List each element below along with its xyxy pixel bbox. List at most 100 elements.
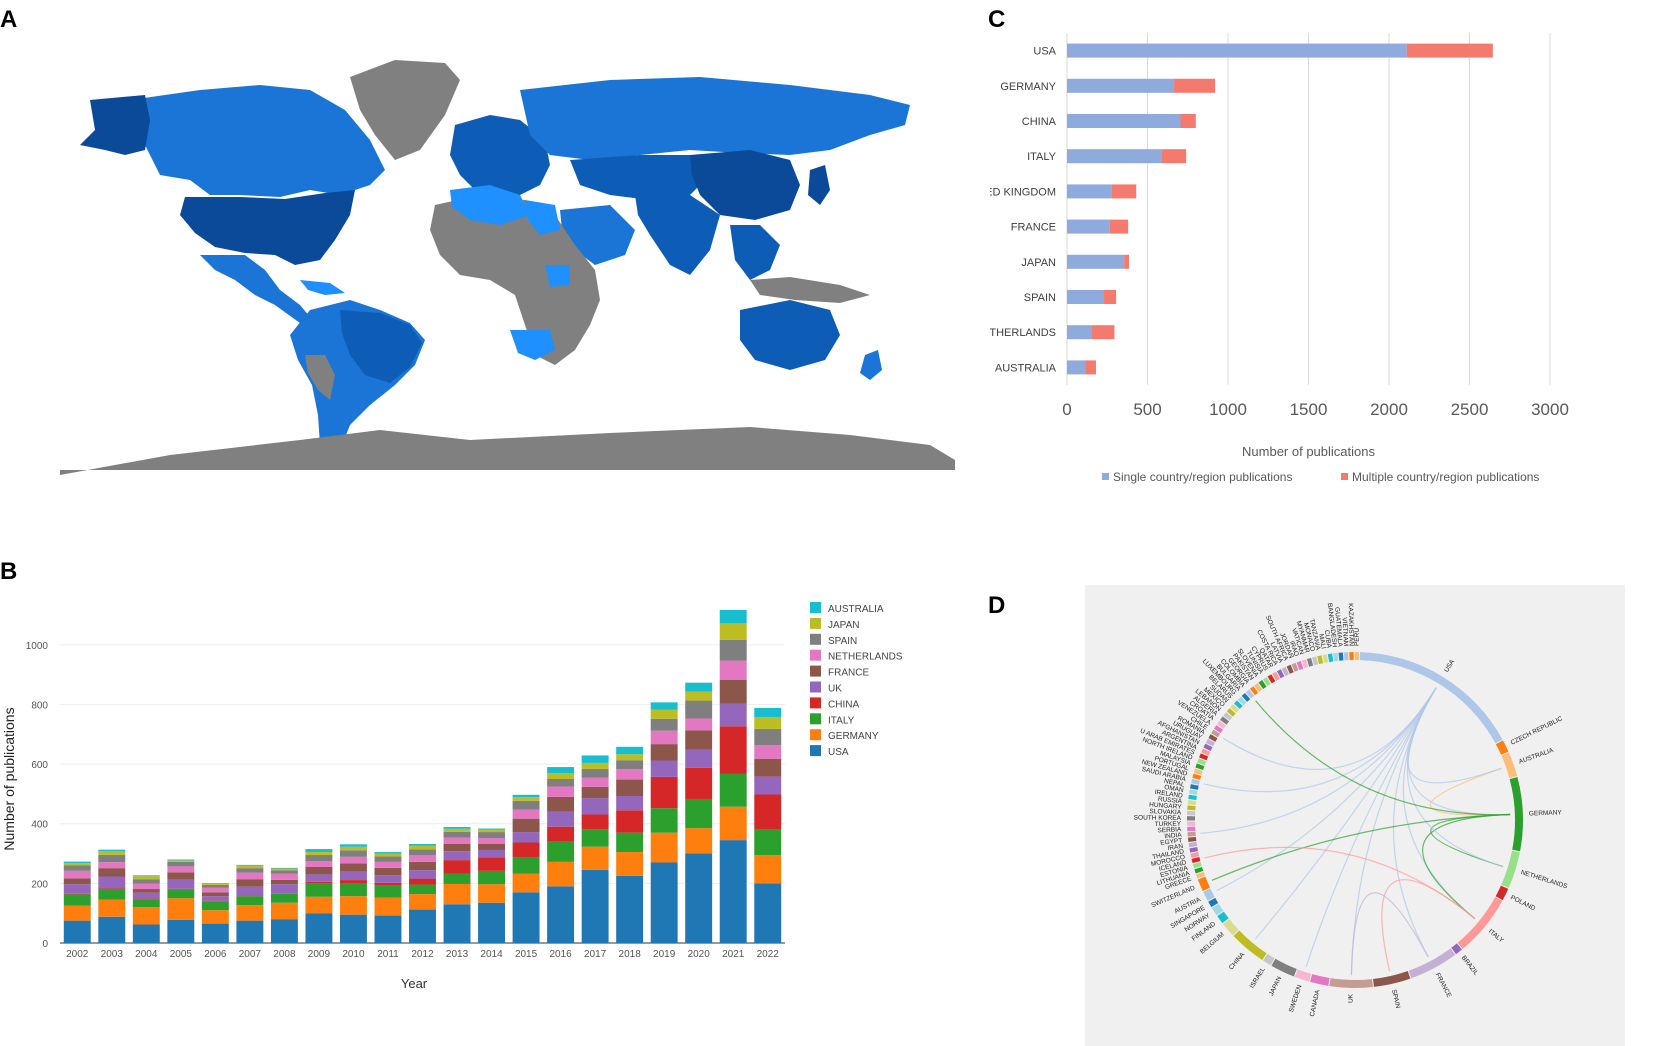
b-xtick-label: 2016 <box>549 949 572 960</box>
b-bar-segment <box>374 852 402 854</box>
b-bar-segment <box>409 884 436 895</box>
d-arc <box>1203 743 1213 751</box>
d-arc <box>1263 953 1275 966</box>
b-bar-segment <box>685 700 713 719</box>
d-chord <box>1406 687 1504 868</box>
b-bar-segment <box>63 920 91 943</box>
d-arc <box>1329 978 1373 988</box>
map-canada <box>130 85 385 197</box>
d-arc <box>1190 784 1199 790</box>
d-arc <box>1187 800 1197 806</box>
d-chord <box>1255 700 1511 816</box>
b-bar-segment <box>650 808 678 833</box>
d-arc <box>1359 652 1503 744</box>
b-bar-segment <box>63 884 91 894</box>
b-bar-segment <box>339 863 367 872</box>
d-arc <box>1188 794 1197 801</box>
c-bar-segment <box>1067 78 1175 93</box>
b-xtick-label: 2003 <box>101 949 124 960</box>
b-ytick-label: 600 <box>31 760 48 771</box>
d-arc <box>1187 821 1196 826</box>
map-south-america-grey <box>305 355 335 400</box>
d-arc <box>1187 805 1196 811</box>
d-arc <box>1187 826 1196 832</box>
b-bar-segment <box>305 913 333 943</box>
b-xtick-label: 2004 <box>135 949 158 960</box>
d-chord <box>1422 813 1511 920</box>
b-bar-segment <box>236 896 264 906</box>
c-bar-segment <box>1174 78 1216 93</box>
b-bar-segment <box>132 879 160 884</box>
b-bar-segment <box>98 876 126 889</box>
d-label: UK <box>1347 993 1354 1003</box>
b-bar-segment <box>305 896 333 914</box>
d-arc <box>1237 696 1247 706</box>
c-xtick-label: 2500 <box>1451 400 1489 419</box>
d-label: SERBIA <box>1157 826 1182 834</box>
b-xlabel: Year <box>401 976 428 991</box>
b-bar-segment <box>512 818 540 833</box>
b-bar-segment <box>443 883 471 905</box>
d-arc <box>1193 768 1203 775</box>
b-bar-segment <box>478 849 506 858</box>
b-bar-segment <box>374 867 402 876</box>
panel-b-letter: B <box>0 558 18 585</box>
b-bar-segment <box>270 868 298 871</box>
map-japan <box>808 165 830 205</box>
d-background <box>1085 585 1625 1046</box>
d-arc <box>1312 656 1319 666</box>
b-bar-segment <box>270 902 298 920</box>
b-bar-segment <box>236 886 264 896</box>
d-arc <box>1192 773 1202 780</box>
c-bar-segment <box>1111 184 1137 199</box>
d-arc <box>1451 943 1462 955</box>
b-bar-segment <box>616 779 644 796</box>
b-bar-segment <box>339 896 367 915</box>
c-legend-label: Single country/region publications <box>1113 470 1292 484</box>
c-category-label: ITALY <box>1027 151 1057 163</box>
b-bar-segment <box>339 844 367 847</box>
b-xtick-label: 2010 <box>342 949 365 960</box>
b-bar-segment <box>754 776 782 795</box>
b-bar-segment <box>132 889 160 893</box>
b-bar-segment <box>650 730 678 745</box>
d-label: IRELAND <box>1154 789 1183 800</box>
b-ytick-label: 200 <box>31 879 48 890</box>
b-legend-label: ITALY <box>828 715 855 726</box>
b-legend-label: AUSTRALIA <box>828 604 884 615</box>
chart-c: 0 500 1000 1500 2000 2500 3000 USA GERMANY CHINA I… <box>990 33 1569 484</box>
d-label: PERU <box>1354 628 1361 646</box>
d-arc <box>1188 841 1198 848</box>
d-arc <box>1349 652 1354 661</box>
b-xtick-label: 2019 <box>653 949 676 960</box>
b-xtick-label: 2007 <box>239 949 262 960</box>
b-bar-segment <box>305 874 333 882</box>
b-bar-segment <box>270 893 298 894</box>
b-legend-label: SPAIN <box>828 636 857 647</box>
c-bar-segment <box>1161 149 1187 164</box>
b-bar-segment <box>98 868 126 877</box>
b-bar-segment <box>581 755 609 763</box>
d-arc <box>1191 778 1200 785</box>
b-bar-segment <box>167 889 195 899</box>
d-arc <box>1203 888 1215 901</box>
map-australia <box>740 300 840 370</box>
map-east-africa <box>545 265 570 287</box>
c-bar-segment <box>1067 254 1125 269</box>
b-legend-label: FRANCE <box>828 668 869 679</box>
d-arc <box>1234 700 1243 709</box>
panel-c-letter: C <box>988 6 1006 33</box>
c-category-label: UNITED KINGDOM <box>990 186 1056 198</box>
d-chord <box>1429 767 1511 816</box>
b-bar-segment <box>547 886 575 943</box>
b-bar-segment <box>754 708 782 717</box>
d-arc <box>1187 816 1196 821</box>
b-bar-segment <box>305 866 333 875</box>
d-chord <box>1216 687 1437 892</box>
d-label: SPAIN <box>1390 989 1401 1009</box>
d-arc <box>1263 677 1271 687</box>
c-category-label: GERMANY <box>1000 81 1056 93</box>
c-xlabel: Number of publications <box>1242 444 1375 459</box>
b-bar-segment <box>581 846 609 870</box>
d-chord <box>1305 687 1437 968</box>
